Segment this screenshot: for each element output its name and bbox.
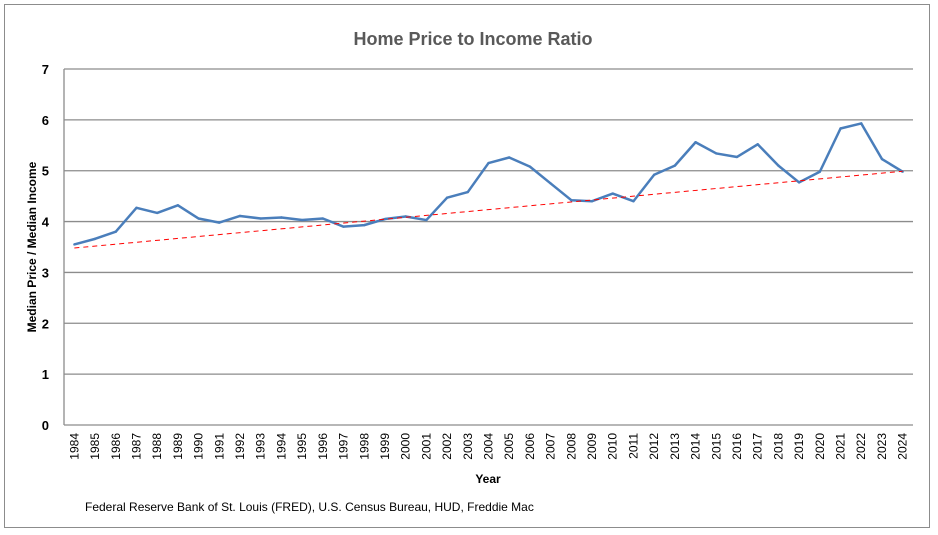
data-point <box>777 164 780 167</box>
x-tick-label: 1997 <box>337 433 351 460</box>
data-point <box>694 141 697 144</box>
x-tick-label: 2017 <box>751 433 765 460</box>
x-tick-label: 2012 <box>647 433 661 460</box>
data-point <box>839 127 842 130</box>
x-tick-label: 2023 <box>875 433 889 460</box>
x-tick-label: 1984 <box>67 433 81 460</box>
x-tick-label: 1992 <box>233 433 247 460</box>
data-point <box>238 214 242 218</box>
x-tick-label: 2004 <box>482 433 496 460</box>
data-point <box>300 218 304 222</box>
x-tick-label: 2018 <box>771 433 785 460</box>
data-point <box>445 196 449 199</box>
data-point <box>570 199 573 202</box>
data-point <box>342 225 345 228</box>
data-point <box>383 217 387 221</box>
x-tick-label: 2009 <box>585 433 599 460</box>
chart-title: Home Price to Income Ratio <box>353 29 592 49</box>
y-tick-label: 2 <box>42 316 49 331</box>
data-point <box>818 170 822 173</box>
x-tick-label: 2007 <box>544 433 558 460</box>
x-tick-label: 1990 <box>192 433 206 460</box>
data-point <box>425 218 428 222</box>
data-point <box>114 230 117 233</box>
data-point <box>466 190 469 194</box>
x-tick-label: 1993 <box>254 433 268 460</box>
x-tick-label: 1988 <box>150 433 164 460</box>
x-tick-label: 2008 <box>564 433 578 460</box>
y-tick-label: 3 <box>42 265 49 280</box>
x-tick-label: 2015 <box>709 433 723 460</box>
data-point <box>73 243 76 246</box>
x-tick-label: 2011 <box>626 433 640 459</box>
data-point <box>135 206 138 210</box>
data-point <box>632 200 635 203</box>
x-tick-label: 1995 <box>295 433 309 460</box>
x-tick-label: 2005 <box>502 433 516 460</box>
data-point <box>549 182 552 185</box>
series-line-ratio <box>74 122 904 246</box>
chart-frame <box>4 4 930 528</box>
data-point <box>218 221 221 224</box>
x-tick-label: 1994 <box>274 433 288 460</box>
x-tick-label: 2000 <box>399 433 413 460</box>
data-point <box>321 217 325 220</box>
y-tick-label: 1 <box>42 367 49 382</box>
data-point <box>93 237 97 241</box>
y-tick-label: 5 <box>42 164 49 179</box>
data-point <box>508 156 511 159</box>
data-point <box>797 181 801 184</box>
source-note: Federal Reserve Bank of St. Louis (FRED)… <box>85 500 534 514</box>
data-point <box>715 152 718 155</box>
x-tick-label: 2003 <box>461 433 475 460</box>
data-point <box>528 165 532 168</box>
data-point <box>860 122 863 125</box>
data-point <box>487 161 490 165</box>
x-tick-label: 1989 <box>171 433 185 460</box>
x-tick-label: 2013 <box>668 433 682 460</box>
data-point <box>673 164 677 167</box>
data-point <box>735 155 739 159</box>
x-tick-label: 2002 <box>440 433 454 460</box>
data-point <box>197 217 200 220</box>
data-point <box>259 217 262 220</box>
x-tick-label: 2020 <box>813 433 827 460</box>
data-point <box>280 216 283 219</box>
x-tick-label: 2006 <box>523 433 537 460</box>
x-axis-label: Year <box>475 472 501 486</box>
y-tick-label: 0 <box>42 418 49 433</box>
y-tick-label: 4 <box>42 215 50 230</box>
trend-line <box>74 170 903 249</box>
y-tick-label: 6 <box>42 113 49 128</box>
data-point <box>611 192 614 195</box>
x-tick-label: 2022 <box>854 433 868 460</box>
x-tick-label: 2016 <box>730 433 744 460</box>
data-point <box>155 211 159 215</box>
data-point <box>880 157 884 161</box>
x-tick-label: 2001 <box>419 433 433 460</box>
x-tick-label: 2010 <box>606 433 620 460</box>
x-tick-label: 1985 <box>88 433 102 460</box>
x-tick-label: 2014 <box>689 433 703 460</box>
x-tick-label: 1999 <box>378 433 392 460</box>
data-point <box>363 223 366 227</box>
data-point <box>652 173 656 176</box>
data-point <box>756 143 759 146</box>
x-tick-label: 2021 <box>834 433 848 460</box>
x-tick-label: 1998 <box>357 433 371 460</box>
x-tick-label: 2024 <box>896 433 910 460</box>
x-tick-label: 2019 <box>792 433 806 460</box>
x-tick-label: 1991 <box>212 433 226 460</box>
x-tick-label: 1996 <box>316 433 330 460</box>
x-tick-label: 1987 <box>129 433 143 460</box>
x-tick-label: 1986 <box>109 433 123 460</box>
y-axis-label: Median Price / Median Income <box>25 161 39 332</box>
y-tick-label: 7 <box>42 62 49 77</box>
data-point <box>590 200 594 203</box>
data-point <box>176 204 180 207</box>
